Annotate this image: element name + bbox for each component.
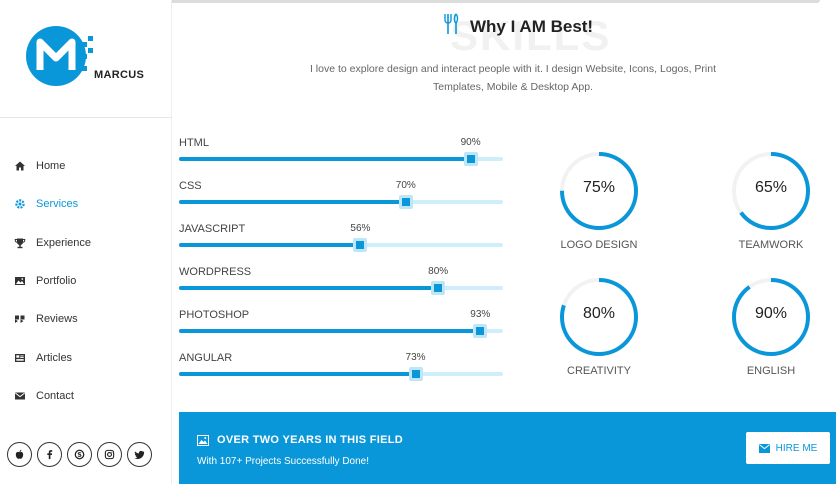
sidebar-item-home[interactable]: Home — [0, 147, 172, 185]
top-scroll-bar — [140, 0, 820, 3]
circle-label: TEAMWORK — [738, 239, 804, 251]
envelope-icon — [14, 390, 26, 402]
progress-ring — [560, 152, 638, 230]
skill-bar-css: CSS 70% — [179, 180, 503, 220]
progress-ring — [732, 152, 810, 230]
image-icon — [197, 434, 209, 446]
progress-ring — [732, 278, 810, 356]
skill-handle — [473, 324, 488, 338]
skill-bar-wordpress: WORDPRESS 80% — [179, 266, 503, 306]
skill-bar-javascript: JAVASCRIPT 56% — [179, 223, 503, 263]
sidebar-item-label: Contact — [36, 389, 74, 402]
home-icon — [14, 160, 26, 172]
page-title: Why I AM Best! — [470, 16, 594, 36]
skill-bar-angular: ANGULAR 73% — [179, 352, 503, 392]
skill-circle-english: 90% ENGLISH — [729, 275, 813, 377]
skill-bar-photoshop: PHOTOSHOP 93% — [179, 309, 503, 349]
sidebar-nav: Home Services Experience Portfolio Revie… — [0, 147, 172, 415]
skill-handle — [408, 367, 423, 381]
skill-track — [179, 367, 503, 381]
banner-title: OVER TWO YEARS IN THIS FIELD — [217, 434, 404, 446]
skill-circle-creativity: 80% CREATIVITY — [557, 275, 641, 377]
newspaper-icon — [14, 352, 26, 364]
skill-percent: 56% — [350, 223, 371, 234]
skill-bar-html: HTML 90% — [179, 137, 503, 177]
gear-icon — [14, 198, 26, 210]
skill-label: JAVASCRIPT — [179, 223, 246, 235]
sidebar-item-label: Services — [36, 198, 79, 211]
skill-fill — [179, 286, 439, 290]
skill-percent: 73% — [405, 352, 426, 363]
skill-label: HTML — [179, 137, 209, 149]
sidebar-item-label: Home — [36, 160, 66, 173]
skype-icon[interactable] — [67, 442, 92, 467]
sidebar-item-label: Experience — [36, 236, 92, 249]
banner-title-row: OVER TWO YEARS IN THIS FIELD — [197, 434, 403, 446]
skill-circle-logo-design: 75% LOGO DESIGN — [557, 149, 641, 251]
sidebar-item-label: Reviews — [36, 313, 78, 326]
skill-fill — [179, 372, 416, 376]
twitter-icon[interactable] — [127, 442, 152, 467]
envelope-icon — [758, 443, 770, 453]
instagram-icon[interactable] — [97, 442, 122, 467]
quote-icon — [14, 313, 26, 325]
section-watermark: SKILLS — [450, 12, 612, 59]
skill-handle — [431, 281, 446, 295]
sidebar-item-label: Portfolio — [36, 275, 77, 288]
sidebar-item-articles[interactable]: Articles — [0, 338, 172, 376]
skill-handle — [398, 195, 413, 209]
skill-track — [179, 324, 503, 338]
banner-subtitle: With 107+ Projects Successfully Done! — [197, 456, 370, 467]
skill-track — [179, 152, 503, 166]
skill-fill — [179, 200, 406, 204]
sidebar-item-services[interactable]: Services — [0, 185, 172, 223]
circle-value: 90% — [754, 305, 788, 322]
circle-value: 80% — [582, 305, 616, 322]
trophy-icon — [14, 237, 26, 249]
facebook-icon[interactable] — [37, 442, 62, 467]
skill-label: CSS — [179, 180, 202, 192]
skill-fill — [179, 243, 361, 247]
hire-me-label: HIRE ME — [775, 442, 818, 454]
section-header: Why I AM Best! — [442, 12, 593, 41]
skill-label: WORDPRESS — [179, 266, 252, 278]
hire-me-button[interactable]: HIRE ME — [746, 432, 830, 464]
circle-label: ENGLISH — [746, 365, 796, 377]
skill-fill — [179, 157, 471, 161]
skill-label: ANGULAR — [179, 352, 233, 364]
skill-track — [179, 281, 503, 295]
circle-label: CREATIVITY — [567, 365, 631, 377]
skill-circle-teamwork: 65% TEAMWORK — [729, 149, 813, 251]
skill-percent: 70% — [395, 180, 416, 191]
sidebar-item-experience[interactable]: Experience — [0, 224, 172, 262]
skill-handle — [353, 238, 368, 252]
skill-percent: 80% — [428, 266, 449, 277]
brand-name: MARCUS — [94, 69, 145, 81]
skill-percent: 90% — [460, 137, 481, 148]
skill-track — [179, 238, 503, 252]
logo-mark-icon — [26, 26, 93, 86]
logo[interactable]: MARCUS — [0, 0, 172, 118]
cutlery-icon — [442, 12, 462, 41]
circle-value: 75% — [582, 179, 616, 196]
skill-track — [179, 195, 503, 209]
sidebar-item-reviews[interactable]: Reviews — [0, 300, 172, 338]
skill-handle — [463, 152, 478, 166]
sidebar: MARCUS Home Services Experience Portfoli… — [0, 0, 172, 484]
sidebar-item-portfolio[interactable]: Portfolio — [0, 262, 172, 300]
circle-value: 65% — [754, 179, 788, 196]
skill-fill — [179, 329, 481, 333]
sidebar-item-contact[interactable]: Contact — [0, 377, 172, 415]
sidebar-item-label: Articles — [36, 351, 73, 364]
skill-percent: 93% — [470, 309, 491, 320]
progress-ring — [560, 278, 638, 356]
social-links — [7, 442, 152, 467]
image-icon — [14, 275, 26, 287]
skill-label: PHOTOSHOP — [179, 309, 250, 321]
circle-label: LOGO DESIGN — [560, 239, 638, 251]
apple-icon[interactable] — [7, 442, 32, 467]
section-description: I love to explore design and interact pe… — [309, 63, 717, 93]
hire-banner: OVER TWO YEARS IN THIS FIELD With 107+ P… — [179, 412, 836, 484]
